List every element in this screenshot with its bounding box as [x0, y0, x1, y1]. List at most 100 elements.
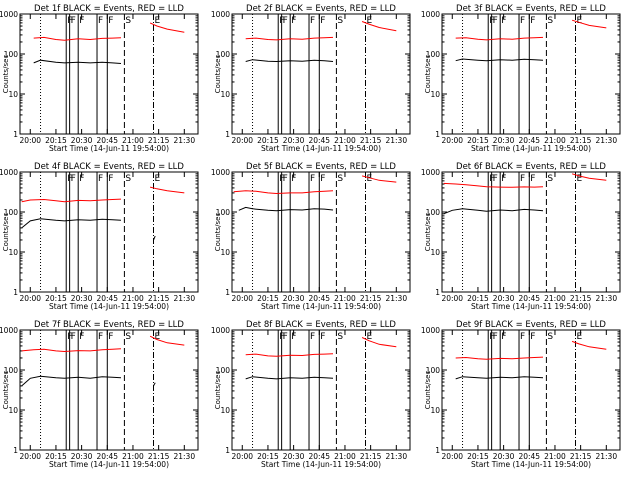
y-tick-label: 100: [4, 50, 19, 59]
event-marker-label: F: [79, 174, 84, 184]
y-tick-label: 1: [435, 130, 440, 139]
y-tick-label: 1000: [211, 10, 230, 19]
x-tick-label: 20:45: [308, 136, 330, 145]
y-tick-label: 1000: [421, 326, 440, 335]
event-marker-label: E: [577, 174, 583, 184]
x-tick-label: 20:00: [231, 294, 253, 303]
y-tick-label: 100: [216, 208, 231, 217]
y-tick-label: 1000: [0, 326, 18, 335]
x-axis-label: Start Time (14-Jun-11 19:54:00): [471, 460, 591, 469]
x-tick-label: 21:00: [544, 452, 566, 461]
x-tick-label: 20:45: [518, 136, 540, 145]
axis-frame: [19, 13, 199, 135]
event-marker-label: F: [530, 174, 535, 184]
event-marker-label: F: [493, 16, 498, 26]
event-marker-label: F: [493, 174, 498, 184]
x-tick-label: 21:15: [148, 294, 170, 303]
event-marker-label: F: [310, 174, 315, 184]
x-tick-label: 21:00: [122, 136, 144, 145]
x-tick-label: 20:30: [71, 136, 93, 145]
lld-series-line: [21, 198, 122, 203]
x-tick-label: 21:15: [570, 452, 592, 461]
lld-series-line: [455, 356, 544, 360]
event-marker-label: F: [71, 332, 76, 342]
y-tick-label: 1: [13, 130, 18, 139]
x-tick-label: 21:30: [173, 452, 195, 461]
x-tick-label: 20:45: [96, 294, 118, 303]
x-tick-label: 21:30: [385, 136, 407, 145]
plot-panel: Det 7f BLACK = Events, RED = LLD 1 10 100 10…: [0, 320, 199, 469]
event-marker-label: E: [155, 174, 161, 184]
events-series-line: [21, 375, 122, 387]
x-tick-label: 20:30: [493, 452, 515, 461]
event-marker-label: E: [367, 174, 373, 184]
panel-title: Det 7f BLACK = Events, RED = LLD: [34, 320, 184, 330]
y-tick-label: 100: [4, 208, 19, 217]
lld-series-line: [33, 36, 122, 41]
panel-title: Det 8f BLACK = Events, RED = LLD: [246, 320, 396, 330]
x-tick-label: 21:30: [173, 294, 195, 303]
x-tick-label: 20:30: [71, 452, 93, 461]
events-series-line: [443, 208, 544, 215]
event-marker-label: F: [283, 16, 288, 26]
plot-panel: Det 2f BLACK = Events, RED = LLD 1 10 100 10…: [211, 4, 411, 153]
y-tick-label: 1000: [211, 326, 230, 335]
y-axis-label: Counts/sec: [214, 371, 222, 410]
lld-series-line: [361, 21, 397, 32]
event-marker-label: F: [291, 174, 296, 184]
y-tick-label: 1000: [211, 168, 230, 177]
x-tick-label: 20:15: [467, 452, 489, 461]
events-series-line: [238, 206, 334, 212]
events-series-line: [153, 382, 156, 387]
x-axis-label: Start Time (14-Jun-11 19:54:00): [471, 302, 591, 311]
y-tick-label: 1: [225, 288, 230, 297]
event-marker-label: F: [79, 16, 84, 26]
x-tick-label: 21:00: [334, 136, 356, 145]
y-tick-label: 10: [8, 406, 18, 415]
x-tick-label: 21:30: [385, 452, 407, 461]
y-axis-label: Counts/sec: [2, 55, 10, 94]
event-marker-label: F: [320, 16, 325, 26]
panel-title: Det 1f BLACK = Events, RED = LLD: [34, 4, 184, 14]
event-marker-label: S: [125, 16, 131, 26]
event-marker-label: E: [577, 16, 583, 26]
x-tick-label: 21:30: [385, 294, 407, 303]
event-marker-label: F: [501, 16, 506, 26]
y-tick-label: 1: [13, 446, 18, 455]
x-tick-label: 20:15: [257, 294, 279, 303]
panel-title: Det 5f BLACK = Events, RED = LLD: [246, 162, 396, 172]
y-tick-label: 10: [220, 248, 230, 257]
lld-series-line: [233, 190, 334, 195]
x-tick-label: 20:00: [19, 136, 41, 145]
event-marker-label: S: [547, 16, 553, 26]
y-axis-label: Counts/sec: [2, 371, 10, 410]
x-tick-label: 20:15: [45, 452, 67, 461]
x-tick-label: 21:15: [360, 294, 382, 303]
y-tick-label: 100: [216, 366, 231, 375]
y-axis-label: Counts/sec: [214, 55, 222, 94]
y-tick-label: 1000: [0, 10, 18, 19]
event-marker-label: E: [577, 332, 583, 342]
plot-panel: Det 6f BLACK = Events, RED = LLD 1 10 100 10…: [421, 162, 621, 311]
x-tick-label: 20:15: [257, 136, 279, 145]
y-tick-label: 100: [426, 366, 441, 375]
x-tick-label: 21:15: [570, 294, 592, 303]
x-tick-label: 21:00: [122, 452, 144, 461]
lld-series-line: [149, 22, 185, 33]
y-tick-label: 1000: [421, 168, 440, 177]
x-axis-label: Start Time (14-Jun-11 19:54:00): [261, 460, 381, 469]
panel-title: Det 4f BLACK = Events, RED = LLD: [34, 162, 184, 172]
event-marker-label: F: [520, 174, 525, 184]
lld-series-line: [149, 186, 185, 194]
x-tick-label: 20:45: [96, 452, 118, 461]
lld-series-line: [443, 182, 544, 188]
x-tick-label: 21:00: [334, 294, 356, 303]
event-marker-label: S: [547, 332, 553, 342]
events-series-line: [245, 376, 334, 380]
x-tick-label: 21:15: [148, 136, 170, 145]
y-tick-label: 1: [435, 446, 440, 455]
x-tick-label: 21:00: [334, 452, 356, 461]
event-marker-label: F: [310, 332, 315, 342]
lld-series-line: [571, 173, 607, 181]
